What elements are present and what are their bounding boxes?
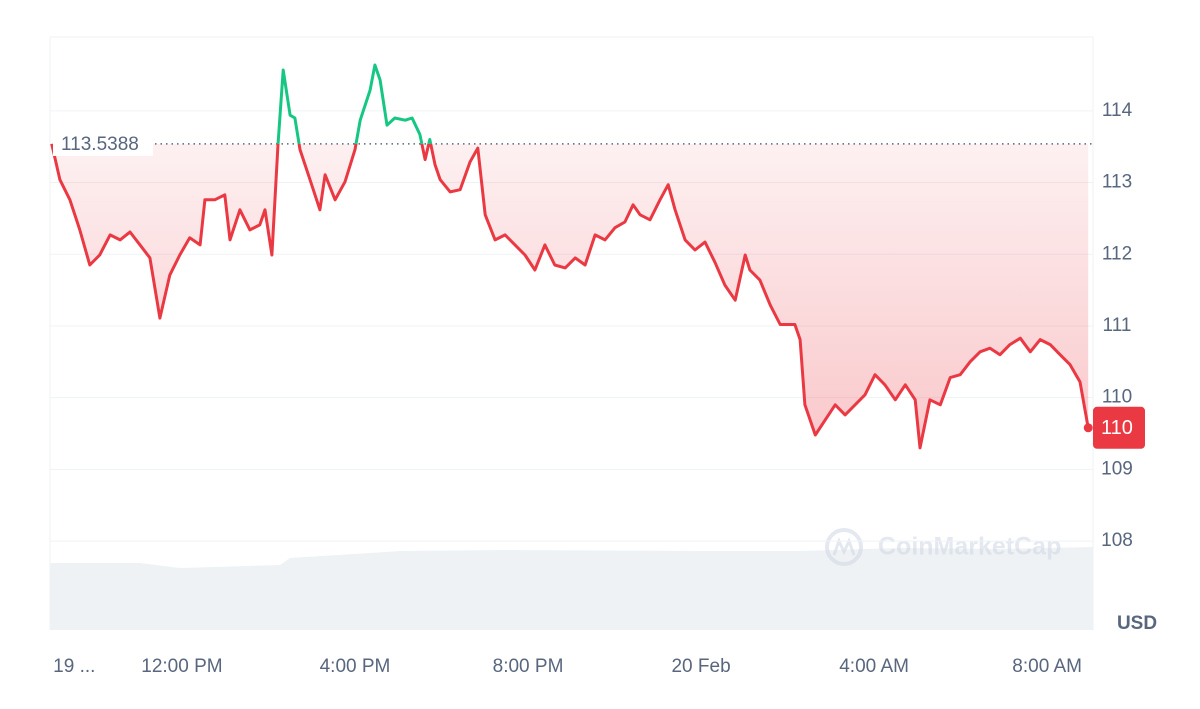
y-tick-label: 108	[1101, 530, 1133, 551]
watermark-text: CoinMarketCap	[878, 533, 1061, 561]
y-unit: USD	[1117, 613, 1157, 634]
watermark: CoinMarketCap	[825, 528, 1061, 566]
x-tick-label: 12:00 PM	[141, 656, 222, 677]
y-tick-label: 109	[1101, 458, 1133, 479]
y-tick-label: 111	[1103, 315, 1132, 336]
volume-area	[50, 547, 1093, 630]
y-tick-label: 110	[1102, 387, 1132, 408]
reference-label: 113.5388	[61, 134, 139, 155]
y-tick-label: 112	[1102, 243, 1132, 264]
x-tick-label: 8:00 PM	[493, 656, 564, 677]
last-point	[1083, 423, 1093, 433]
area-fill	[51, 143, 1089, 448]
x-tick-label: 4:00 PM	[320, 656, 391, 677]
y-tick-label: 113	[1102, 172, 1132, 193]
price-badge	[1093, 406, 1145, 449]
x-tick-label: 19 ...	[53, 656, 95, 677]
price-line-down	[50, 143, 1090, 450]
reference-label-bg	[53, 131, 153, 156]
x-tick-label: 20 Feb	[671, 656, 730, 677]
x-tick-label: 8:00 AM	[1012, 656, 1082, 677]
y-tick-label: 114	[1102, 100, 1133, 121]
price-badge-label: 110	[1101, 417, 1133, 439]
x-tick-label: 4:00 AM	[839, 656, 909, 677]
